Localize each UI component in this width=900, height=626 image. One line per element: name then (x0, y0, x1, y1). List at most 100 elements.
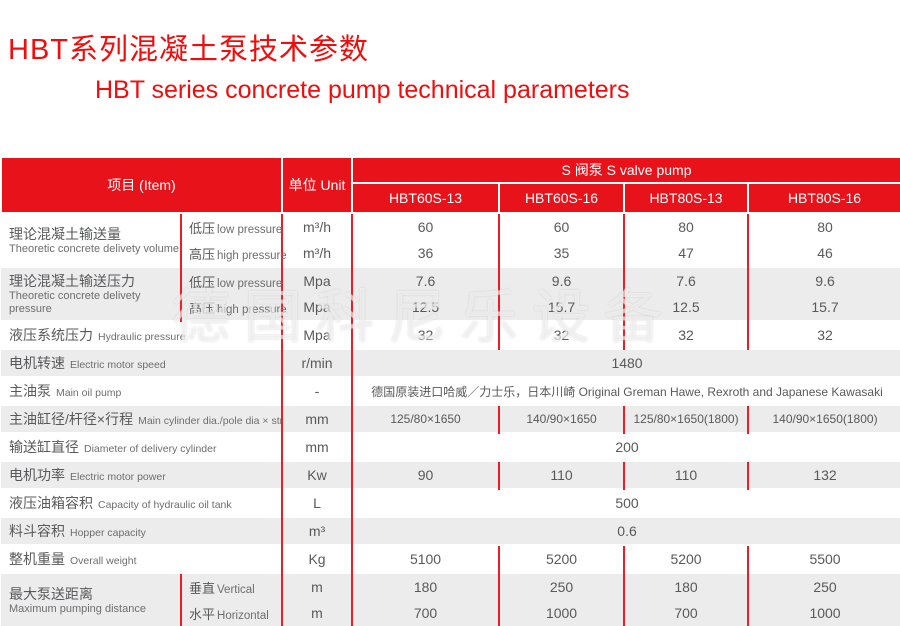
header-model-hbt80s-16: HBT80S-16 (747, 182, 900, 214)
value-cell: 700 (623, 600, 749, 626)
value-cell: 110 (623, 460, 749, 489)
value-cell: 250 (747, 572, 900, 600)
page-title-en: HBT series concrete pump technical param… (95, 76, 630, 104)
value-cell: 140/90×1650(1800) (747, 404, 900, 433)
value-cell: 200 (351, 432, 900, 461)
row-label: 主油泵 Main oil pump (1, 376, 283, 405)
table-row: 料斗容积 Hopper capacity m³ 0.6 (1, 516, 900, 545)
row-label-zh: 理论混凝土输送量 (9, 225, 121, 242)
table-row: 电机功率 Electric motor power Kw 90 110 110 1… (1, 460, 900, 489)
page-title-zh: HBT系列混凝土泵技术参数 (8, 34, 370, 66)
value-cell: 7.6 (351, 266, 500, 294)
unit-cell: r/min (281, 348, 353, 377)
subrow-label: 低压 low pressure (179, 266, 282, 294)
table-row: 电机转速 Electric motor speed r/min 1480 (1, 348, 900, 377)
value-cell: 5200 (498, 544, 625, 573)
unit-cell: Mpa (281, 294, 353, 321)
row-label: 理论混凝土输送压力 Theoretic concrete delivety pr… (1, 266, 181, 321)
row-label: 料斗容积 Hopper capacity (1, 516, 283, 545)
table-row: 主油泵 Main oil pump - 德国原装进口哈威／力士乐，日本川崎 Ori… (1, 376, 900, 405)
header-model-hbt60s-16: HBT60S-16 (498, 182, 626, 214)
value-cell: 1000 (747, 600, 900, 626)
value-cell: 32 (498, 320, 625, 349)
value-cell: 125/80×1650 (351, 404, 500, 433)
value-cell: 0.6 (351, 516, 900, 545)
row-label-zh: 理论混凝土输送压力 (9, 273, 135, 289)
unit-cell: - (281, 376, 353, 405)
row-label: 液压系统压力 Hydraulic pressure (1, 320, 283, 349)
row-label: 主油缸径/杆径×行程 Main cylinder dia./pole dia × … (1, 404, 283, 433)
value-cell: 12.5 (623, 294, 749, 321)
value-cell: 12.5 (351, 294, 500, 321)
value-cell: 125/80×1650(1800) (623, 404, 749, 433)
row-label: 最大泵送距离 Maximum pumping distance (1, 572, 181, 626)
table-row: 输送缸直径 Diameter of delivery cylinder mm 20… (1, 432, 900, 461)
value-cell: 7.6 (623, 266, 749, 294)
subrow-label: 水平 Horizontal (179, 600, 283, 626)
value-cell: 9.6 (747, 266, 900, 294)
value-cell: 110 (498, 460, 625, 489)
value-cell: 32 (747, 320, 900, 349)
header-group-s-valve: S 阀泵 S valve pump (351, 156, 900, 184)
row-label-en: Maximum pumping distance (9, 602, 146, 615)
spec-table: 项目 (Item) 单位 Unit S 阀泵 S valve pump HBT6… (0, 156, 900, 626)
value-cell: 140/90×1650 (498, 404, 625, 433)
unit-cell: Mpa (281, 266, 353, 294)
value-cell: 5200 (623, 544, 749, 573)
unit-cell: Kw (281, 460, 353, 489)
unit-cell: mm (281, 404, 353, 433)
value-cell: 80 (623, 212, 749, 240)
row-label-zh: 最大泵送距离 (9, 585, 93, 602)
value-cell: 15.7 (498, 294, 625, 321)
value-cell: 1000 (498, 600, 625, 626)
subrow-label: 低压 low pressure (179, 212, 282, 240)
value-cell: 47 (623, 240, 749, 267)
unit-cell: m (281, 600, 353, 626)
value-cell: 700 (351, 600, 500, 626)
unit-cell: m³ (281, 516, 353, 545)
value-cell: 1480 (351, 348, 900, 377)
row-label: 电机功率 Electric motor power (1, 460, 283, 489)
table-row: 整机重量 Overall weight Kg 5100 5200 5200 550… (1, 544, 900, 573)
unit-cell: Kg (281, 544, 353, 573)
unit-cell: Mpa (281, 320, 353, 349)
unit-cell: L (281, 488, 353, 517)
value-cell: 5100 (351, 544, 500, 573)
value-cell: 250 (498, 572, 625, 600)
value-cell: 32 (623, 320, 749, 349)
value-cell: 60 (498, 212, 625, 240)
value-cell: 60 (351, 212, 500, 240)
table-row: 理论混凝土输送压力 Theoretic concrete delivety pr… (1, 266, 900, 321)
row-label-en: Theoretic concrete delivety volume (9, 242, 179, 255)
table-row: 高压 high pressure m³/h 36 35 47 46 (1, 240, 900, 267)
row-label: 理论混凝土输送量 Theoretic concrete delivety vol… (1, 212, 181, 267)
value-cell: 500 (351, 488, 900, 517)
row-label: 电机转速 Electric motor speed (1, 348, 283, 377)
subrow-label: 高压 high pressure (179, 294, 287, 321)
header-model-hbt60s-13: HBT60S-13 (351, 182, 501, 214)
value-cell: 德国原装进口哈威／力士乐，日本川崎 Original Greman Hawe, … (351, 376, 900, 405)
header-item: 项目 (Item) (0, 156, 284, 214)
row-label: 液压油箱容积 Capacity of hydraulic oil tank (1, 488, 283, 517)
value-cell: 15.7 (747, 294, 900, 321)
unit-cell: m (281, 572, 353, 600)
row-label: 输送缸直径 Diameter of delivery cylinder (1, 432, 283, 461)
table-row: 主油缸径/杆径×行程 Main cylinder dia./pole dia × … (1, 404, 900, 433)
subrow-label: 高压 high pressure (179, 240, 287, 267)
value-cell: 35 (498, 240, 625, 267)
unit-cell: m³/h (281, 212, 353, 240)
value-cell: 180 (623, 572, 749, 600)
unit-cell: mm (281, 432, 353, 461)
row-label-en: Theoretic concrete delivety pressure (9, 290, 141, 315)
value-cell: 5500 (747, 544, 900, 573)
header-unit: 单位 Unit (281, 156, 354, 214)
value-cell: 9.6 (498, 266, 625, 294)
value-cell: 132 (747, 460, 900, 489)
value-cell: 90 (351, 460, 500, 489)
value-cell: 32 (351, 320, 500, 349)
value-cell: 46 (747, 240, 900, 267)
unit-cell: m³/h (281, 240, 353, 267)
value-cell: 36 (351, 240, 500, 267)
table-row: 液压油箱容积 Capacity of hydraulic oil tank L 5… (1, 488, 900, 517)
table-row: 最大泵送距离 Maximum pumping distance 垂直 Vertic… (1, 572, 900, 626)
